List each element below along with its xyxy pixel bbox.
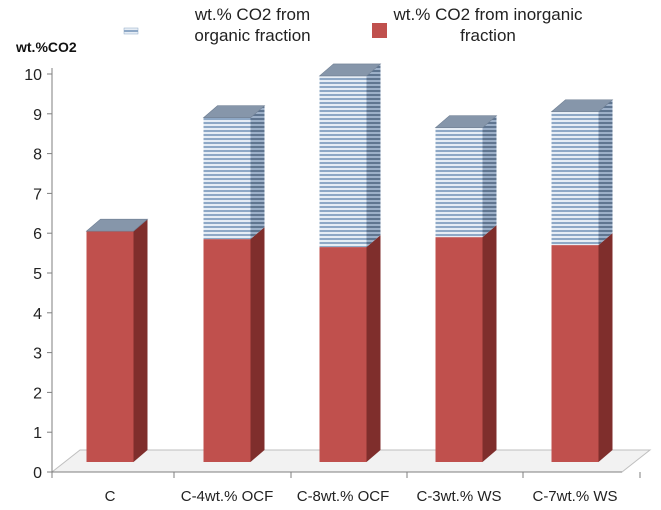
y-tick-label: 2 <box>33 385 42 402</box>
x-tick-label: C-8wt.% OCF <box>297 488 390 505</box>
bar-top-cap <box>318 63 382 77</box>
bar-inorganic-side <box>598 233 613 462</box>
y-tick-label: 1 <box>33 425 42 442</box>
y-tick-label: 9 <box>33 107 42 124</box>
legend-swatch-organic <box>123 27 139 35</box>
bar-inorganic <box>86 231 134 462</box>
bar-top-cap <box>550 99 614 113</box>
bar-top-cap <box>85 218 149 232</box>
legend-organic-line-1: wt.% CO2 from <box>194 5 311 24</box>
bar-organic-side <box>250 105 265 240</box>
bar-inorganic-side <box>482 225 497 462</box>
bar-organic-side <box>598 99 613 246</box>
y-tick-label: 6 <box>33 226 42 243</box>
y-tick-label: 8 <box>33 147 42 164</box>
legend-organic-line-2: organic fraction <box>194 26 311 45</box>
bar-inorganic <box>319 247 367 462</box>
bar-organic <box>435 127 483 238</box>
y-axis-label: wt.%CO2 <box>16 39 77 55</box>
bar-organic <box>319 75 367 248</box>
y-tick-label: 0 <box>33 465 42 482</box>
bar-organic-side <box>482 115 497 238</box>
x-tick-label: C-4wt.% OCF <box>181 488 274 505</box>
bar-inorganic <box>435 237 483 462</box>
x-tick-label: C <box>105 488 116 505</box>
bar-organic <box>203 117 251 240</box>
x-tick-label: C-3wt.% WS <box>416 488 501 505</box>
bar-organic-side <box>366 63 381 248</box>
y-tick-label: 5 <box>33 266 42 283</box>
bar-inorganic-side <box>133 219 148 462</box>
y-tick-label: 3 <box>33 346 42 363</box>
bar-organic <box>551 111 599 246</box>
legend-swatch-inorganic <box>372 23 387 38</box>
bar-inorganic-side <box>250 227 265 462</box>
y-tick-label: 7 <box>33 186 42 203</box>
legend-item-inorganic: wt.% CO2 from inorganic fraction <box>388 4 588 46</box>
legend-inorganic-line-2: fraction <box>460 26 516 45</box>
y-tick-label: 10 <box>24 67 42 84</box>
bar-top-cap <box>202 105 266 119</box>
bar-top-cap <box>434 115 498 128</box>
bar-inorganic-side <box>366 235 381 462</box>
legend-item-organic: wt.% CO2 from organic fraction <box>150 4 355 46</box>
x-tick-label: C-7wt.% WS <box>532 488 617 505</box>
bar-inorganic <box>203 239 251 462</box>
y-tick-label: 4 <box>33 306 42 323</box>
bar-inorganic <box>551 245 599 462</box>
legend-inorganic-line-1: wt.% CO2 from inorganic <box>393 5 583 24</box>
